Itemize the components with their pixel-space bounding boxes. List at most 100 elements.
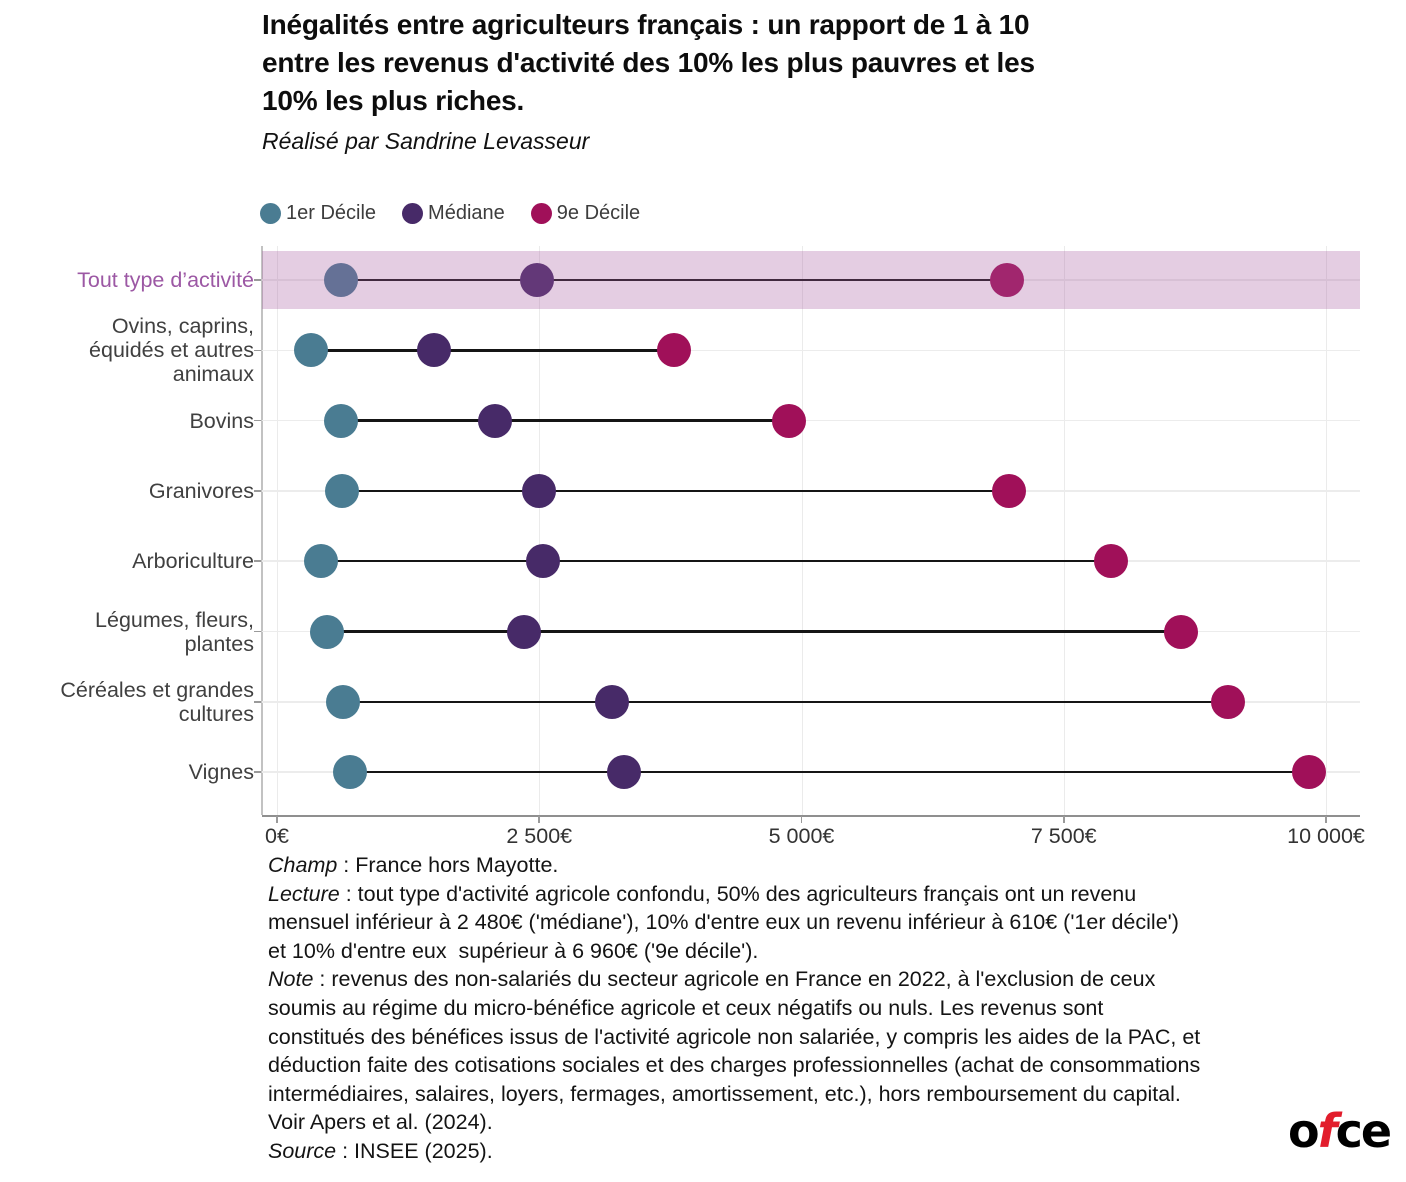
range-connector — [350, 770, 1310, 774]
y-axis-label-line: Arboriculture — [132, 549, 254, 574]
y-axis-label: Bovins — [0, 409, 254, 433]
y-axis-label: Tout type d’activité — [0, 268, 254, 292]
x-axis-label: 10 000€ — [1287, 824, 1365, 848]
data-dot — [520, 263, 555, 297]
data-dot — [526, 544, 561, 579]
title-line: 10% les plus riches. — [262, 85, 525, 116]
y-axis-label-line: cultures — [178, 701, 254, 726]
y-axis-label-line: Bovins — [189, 408, 254, 433]
vertical-gridline — [539, 246, 541, 815]
data-dot — [304, 544, 339, 579]
x-axis-label: 2 500€ — [506, 824, 573, 848]
footnote-line: Voir Apers et al. (2024). — [268, 1110, 493, 1135]
y-axis-label-line: équidés et autres — [89, 338, 254, 363]
y-axis-label-line: Céréales et grandes — [60, 677, 254, 702]
vertical-gridline — [1326, 246, 1327, 815]
x-axis-label: 0€ — [265, 824, 289, 848]
y-axis-label-line: Vignes — [188, 760, 254, 785]
legend: 1er Décile Médiane 9e Décile — [260, 202, 640, 225]
y-tick-mark — [254, 560, 261, 562]
y-tick-mark — [254, 279, 261, 281]
logo-f: f — [1317, 1104, 1338, 1158]
data-dot — [1093, 544, 1128, 579]
footnote-lead-word: Lecture — [268, 881, 340, 906]
vertical-gridline — [277, 246, 278, 815]
y-axis-label: Granivores — [0, 479, 254, 503]
footnote-line: Source : INSEE (2025). — [268, 1138, 493, 1163]
data-dot — [478, 403, 513, 438]
range-connector — [340, 278, 1008, 282]
footnote-line: constitués des bénéfices issus de l'acti… — [268, 1024, 1201, 1049]
data-dot — [594, 684, 629, 719]
y-tick-mark — [254, 419, 261, 422]
footnotes: Champ : France hors Mayotte. Lecture : to… — [268, 851, 1406, 1166]
y-axis-label-line: Ovins, caprins, — [111, 314, 254, 339]
x-tick-mark — [538, 816, 541, 823]
y-axis-label: Céréales et grandes cultures — [0, 678, 254, 726]
logo-ce: ce — [1335, 1104, 1392, 1158]
y-tick-mark — [254, 701, 261, 703]
legend-swatch-icon — [260, 203, 281, 224]
data-dot — [333, 755, 368, 790]
y-axis-label-line: Légumes, fleurs, — [95, 607, 254, 632]
range-connector — [340, 419, 789, 422]
data-dot — [656, 333, 691, 368]
ofce-logo: ofce — [1288, 1104, 1392, 1158]
legend-label: 1er Décile — [286, 202, 377, 224]
x-axis-line — [262, 815, 1360, 817]
footnote-lead-word: Champ — [268, 853, 338, 877]
data-dot — [1211, 684, 1246, 719]
logo-o: o — [1288, 1104, 1320, 1158]
title-line: entre les revenus d'activité des 10% les… — [262, 47, 1035, 78]
data-dot — [607, 755, 642, 790]
chart-subtitle: Réalisé par Sandrine Levasseur — [262, 128, 590, 154]
data-dot — [990, 263, 1025, 297]
data-dot — [326, 684, 361, 719]
footnote-lead-word: Source — [268, 1138, 337, 1163]
legend-label: 9e Décile — [556, 202, 641, 224]
footnote-line: intermédiaires, salaires, loyers, fermag… — [268, 1081, 1181, 1106]
y-tick-mark — [254, 490, 261, 492]
legend-item: Médiane — [402, 202, 505, 225]
footnote-lead-word: Note — [268, 967, 314, 992]
data-dot — [323, 263, 358, 297]
legend-item: 1er Décile — [260, 202, 376, 225]
legend-item: 9e Décile — [530, 202, 641, 225]
y-axis-label-line: animaux — [172, 362, 254, 387]
range-connector — [343, 700, 1229, 704]
data-dot — [1292, 755, 1327, 790]
y-tick-mark — [254, 630, 261, 633]
data-dot — [293, 333, 328, 368]
y-axis-label: Ovins, caprins, équidés et autres animaux — [0, 314, 254, 386]
footnote-line: mensuel inférieur à 2 480€ ('médiane'), … — [268, 910, 1179, 935]
vertical-gridline — [1063, 246, 1065, 815]
data-dot — [310, 614, 345, 649]
y-axis-line — [261, 246, 263, 815]
footnote-line: Champ : France hors Mayotte. — [268, 853, 559, 877]
x-tick-mark — [1062, 816, 1065, 823]
range-connector — [310, 349, 674, 352]
y-tick-mark — [254, 771, 261, 773]
footnote-line: soumis au régime du micro-bénéfice agric… — [268, 995, 1104, 1020]
x-tick-mark — [276, 816, 278, 823]
y-axis-label: Légumes, fleurs, plantes — [0, 608, 254, 656]
y-axis-label-line: plantes — [184, 631, 254, 656]
data-dot — [325, 473, 360, 508]
x-axis-label: 5 000€ — [768, 824, 835, 848]
data-dot — [771, 403, 806, 438]
x-tick-mark — [800, 816, 803, 823]
plot-area — [262, 246, 1360, 815]
y-axis-label: Vignes — [0, 760, 254, 784]
title-line: Inégalités entre agriculteurs français :… — [262, 9, 1030, 40]
data-dot — [417, 333, 452, 368]
data-dot — [506, 614, 541, 649]
y-axis-label: Arboriculture — [0, 549, 254, 573]
range-connector — [342, 489, 1010, 493]
y-axis-label-line: Granivores — [148, 478, 254, 503]
data-dot — [323, 403, 358, 438]
footnote-line: et 10% d'entre eux supérieur à 6 960€ ('… — [268, 938, 759, 963]
data-dot — [522, 473, 557, 508]
legend-swatch-icon — [402, 203, 424, 224]
footnote-line: déduction faite des cotisations sociales… — [268, 1053, 1201, 1078]
